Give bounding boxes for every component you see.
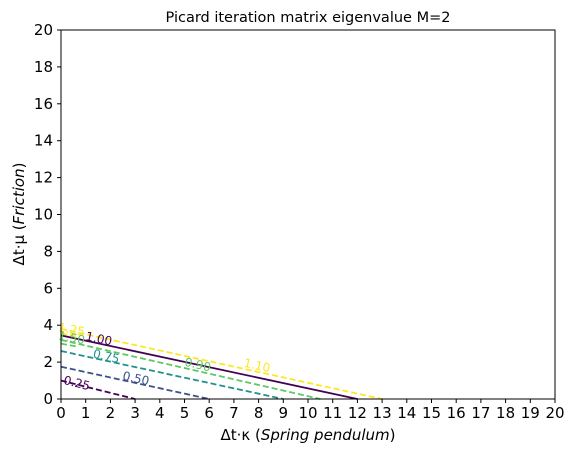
x-tick-label: 1 [81,404,91,422]
x-tick-label: 7 [229,404,239,422]
contour-line-0-25 [60,379,136,400]
y-tick-label: 10 [34,206,53,224]
contour-line-1-10 [60,328,383,400]
y-axis-label-italic: Friction [10,168,28,224]
x-axis-label-prefix: Δt·κ ( [221,426,261,444]
y-tick-label: 4 [43,316,53,334]
x-tick-label: 11 [323,404,342,422]
contour-label-0-50: 0.50 [121,369,150,388]
x-tick-label: 17 [471,404,490,422]
x-axis-label-italic: Spring pendulum [261,426,390,444]
y-tick-label: 14 [34,132,53,150]
x-tick-label: 4 [155,404,165,422]
chart-title: Picard iteration matrix eigenvalue M=2 [166,10,451,26]
y-tick-label: 12 [34,169,53,187]
contour-line-1-50 [60,342,76,348]
x-tick-label: 15 [422,404,441,422]
contour-line-1-00 [60,334,358,400]
y-axis-label-prefix: Δt·μ ( [10,224,28,265]
x-tick-label: 2 [106,404,116,422]
y-tick-label: 6 [43,279,53,297]
contour-lines [60,328,383,400]
x-tick-label: 18 [496,404,515,422]
x-tick-label: 19 [521,404,540,422]
contour-label-0-90: 0.90 [183,355,212,375]
x-tick-label: 16 [447,404,466,422]
contour-label-1-00: 1.00 [84,329,113,348]
x-tick-label: 0 [56,404,66,422]
contour-label-0-25: 0.25 [62,373,91,393]
contour-label-1-10: 1.10 [242,356,271,375]
y-tick-label: 0 [43,390,53,408]
contour-label-0-75: 0.75 [92,347,121,366]
y-axis-label: Δt·μ (Friction) [10,163,28,266]
y-axis-ticks: 0 2 4 6 8 10 12 14 16 18 20 [34,21,61,408]
x-axis-label: Δt·κ (Spring pendulum) [221,426,396,444]
y-tick-label: 8 [43,242,53,260]
x-axis-ticks: 0 1 2 3 4 5 6 7 8 9 10 11 12 13 14 15 16 17 18 19 20 [56,399,565,422]
contour-label-1-25: 1.25 [57,320,86,339]
x-tick-label: 8 [254,404,264,422]
contour-label-1-50: 1.50 [57,329,86,348]
x-tick-label: 13 [373,404,392,422]
x-tick-label: 9 [279,404,289,422]
x-tick-label: 20 [545,404,564,422]
contour-line-0-90 [60,339,321,400]
plot-area [61,30,555,399]
x-tick-label: 5 [180,404,190,422]
x-tick-label: 12 [348,404,367,422]
x-axis-label-suffix: ) [390,426,396,444]
x-tick-label: 3 [130,404,140,422]
y-axis-label-suffix: ) [10,163,28,169]
x-tick-label: 10 [298,404,317,422]
contour-labels: 0.25 0.500.75 0.90 1.00 1.10 1.251.50 [57,320,271,393]
y-tick-label: 16 [34,95,53,113]
y-tick-label: 2 [43,353,53,371]
x-tick-label: 6 [204,404,214,422]
y-tick-label: 18 [34,58,53,76]
y-tick-label: 20 [34,21,53,39]
contour-line-0-50 [60,365,210,400]
contour-line-0-75 [60,350,284,400]
x-tick-label: 14 [397,404,416,422]
contour-line-1-25 [60,332,76,338]
